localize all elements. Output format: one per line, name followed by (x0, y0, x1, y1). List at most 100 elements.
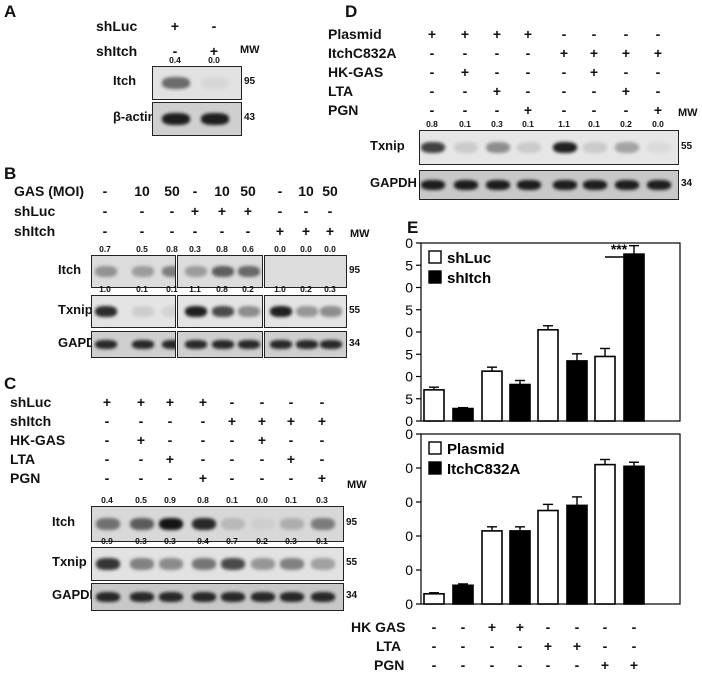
mw-marker: 34 (681, 178, 693, 189)
treatment-label: PGN (10, 470, 41, 486)
treatment-sign: - (591, 26, 597, 42)
treatment-sign: 50 (240, 183, 256, 199)
band-label: GAPDH (370, 175, 417, 190)
treatment-sign: - (104, 470, 110, 486)
treatment-sign: - (219, 223, 225, 239)
protein-band (311, 517, 335, 531)
treatment-sign: - (288, 432, 294, 448)
protein-band (212, 265, 234, 278)
bar (537, 509, 559, 605)
mw-marker: 34 (346, 590, 358, 601)
treatment-sign: - (138, 451, 144, 467)
protein-band (615, 179, 639, 191)
blot-strip (177, 331, 263, 358)
panel-d-label: D (345, 2, 358, 21)
treatment-label: PGN (374, 657, 405, 673)
blot-strip (264, 255, 347, 288)
treatment-sign: - (525, 64, 531, 80)
quantification-value: 0.8 (426, 119, 438, 129)
protein-band (486, 141, 510, 154)
quantification-value: 0.3 (324, 284, 336, 294)
band-label: β-actin (113, 109, 156, 124)
protein-band (270, 266, 292, 277)
protein-band (238, 340, 260, 349)
treatment-sign: - (200, 413, 206, 429)
treatment-label: LTA (328, 83, 354, 99)
blot-strip (264, 331, 347, 358)
treatment-sign: + (243, 203, 253, 219)
protein-band (251, 558, 275, 570)
treatment-sign: - (462, 83, 468, 99)
protein-band (96, 558, 120, 570)
treatment-sign: - (517, 638, 523, 654)
protein-band (553, 141, 577, 154)
treatment-label: LTA (10, 451, 36, 467)
treatment-sign: - (623, 102, 629, 118)
treatment-sign: - (561, 102, 567, 118)
treatment-sign: - (462, 45, 468, 61)
protein-band (192, 592, 216, 602)
protein-band (162, 305, 175, 318)
quantification-value: 0.1 (226, 495, 238, 505)
y-tick-label: 15 (405, 346, 413, 362)
treatment-sign: + (559, 45, 569, 61)
protein-band (553, 179, 577, 191)
band-label: GAPDH (52, 587, 99, 602)
protein-band (221, 558, 245, 570)
protein-band (132, 305, 154, 318)
protein-band (162, 113, 190, 125)
protein-band (296, 340, 318, 349)
protein-band (95, 305, 117, 318)
treatment-sign: - (460, 638, 466, 654)
protein-band (192, 517, 216, 531)
mw-header: MW (240, 44, 260, 56)
quantification-value: 0.9 (101, 536, 113, 546)
mw-header: MW (678, 107, 698, 119)
treatment-label: HK-GAS (10, 432, 66, 448)
treatment-label: shItch (96, 43, 138, 59)
legend-swatch (428, 441, 442, 455)
protein-band (185, 340, 207, 349)
y-tick-label: 0 (405, 413, 413, 429)
quantification-value: 0.3 (285, 536, 297, 546)
treatment-sign: + (165, 451, 175, 467)
panel-a-label: A (4, 2, 17, 21)
treatment-sign: + (275, 223, 285, 239)
quantification-value: 0.2 (256, 536, 268, 546)
quantification-value: 1.1 (189, 284, 201, 294)
treatment-sign: - (494, 102, 500, 118)
quantification-value: 1.1 (558, 119, 570, 129)
quantification-value: 0.3 (189, 244, 201, 254)
treatment-label: HK GAS (351, 619, 406, 635)
quantification-value: 0.3 (491, 119, 503, 129)
treatment-sign: - (102, 203, 108, 219)
bar (594, 463, 616, 605)
treatment-label: ItchC832A (328, 45, 397, 61)
protein-band (296, 305, 318, 318)
bar (566, 360, 588, 422)
treatment-sign: + (629, 657, 639, 673)
treatment-sign: + (523, 26, 533, 42)
y-tick-label: 40 (405, 460, 413, 476)
treatment-sign: - (102, 183, 108, 199)
treatment-sign: + (589, 45, 599, 61)
treatment-sign: + (217, 203, 227, 219)
treatment-sign: - (139, 203, 145, 219)
treatment-sign: + (515, 619, 525, 635)
quantification-value: 0.1 (316, 536, 328, 546)
quantification-value: 0.0 (324, 244, 336, 254)
protein-band (583, 179, 607, 191)
protein-band (221, 517, 245, 531)
treatment-sign: - (631, 638, 637, 654)
quantification-value: 0.1 (522, 119, 534, 129)
quantification-value: 0.4 (169, 55, 181, 65)
treatment-sign: + (317, 470, 327, 486)
y-tick-label: 40 (405, 235, 413, 251)
bar (566, 504, 588, 605)
treatment-sign: - (104, 451, 110, 467)
mw-marker: 55 (349, 304, 361, 316)
treatment-sign: - (169, 223, 175, 239)
treatment-sign: + (257, 413, 267, 429)
quantification-value: 0.7 (99, 244, 111, 254)
treatment-sign: - (245, 223, 251, 239)
